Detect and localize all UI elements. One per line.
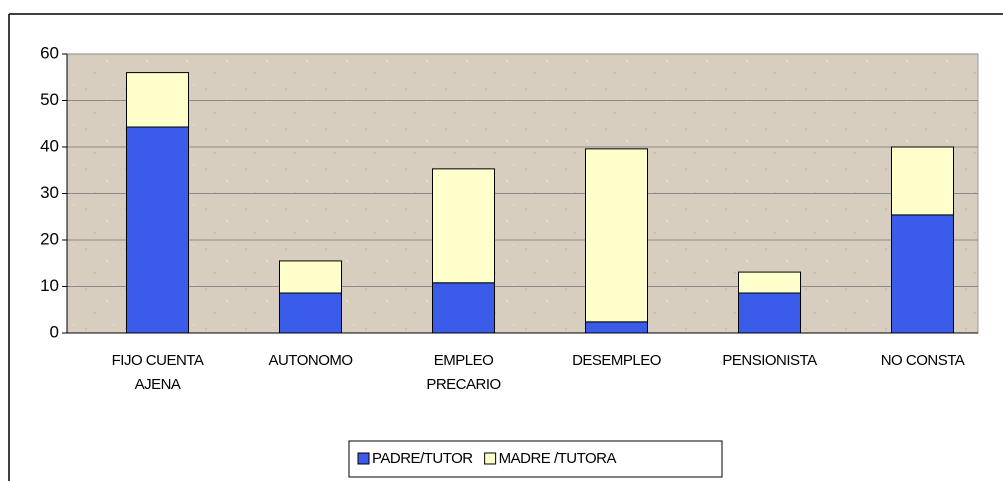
y-tick-label: 60: [40, 43, 59, 62]
y-tick-label: 30: [40, 183, 59, 202]
bar-segment: [891, 214, 954, 334]
bar-segment: [738, 271, 801, 294]
bar-segment: [126, 72, 189, 128]
legend-swatch: [484, 452, 497, 465]
x-tick-label: FIJO CUENTA AJENA: [111, 352, 204, 393]
y-tick-label: 20: [40, 229, 59, 248]
x-tick-label: PENSIONISTA: [722, 352, 817, 369]
x-tick-label: DESEMPLEO: [572, 352, 661, 369]
y-tick-label: 10: [40, 276, 59, 295]
y-tick-label: 0: [50, 322, 59, 341]
bar-segment: [585, 148, 648, 323]
legend-label: PADRE/TUTOR: [372, 450, 473, 467]
bar-segment: [432, 282, 495, 334]
bar-segment: [738, 292, 801, 334]
y-tick-label: 40: [40, 136, 59, 155]
x-tick-label: NO CONSTA: [880, 352, 965, 369]
bar-segment: [432, 168, 495, 284]
legend-swatch: [357, 452, 370, 465]
bar-segment: [891, 146, 954, 216]
legend-label: MADRE /TUTORA: [499, 450, 617, 467]
x-tick-label: AUTONOMO: [268, 352, 353, 369]
y-tick-label: 50: [40, 90, 59, 109]
legend: PADRE/TUTOR MADRE /TUTORA: [348, 440, 723, 478]
x-tick-label: EMPLEO PRECARIO: [426, 352, 501, 393]
bar-segment: [126, 126, 189, 334]
bar-segment: [279, 260, 342, 294]
bar-segment: [585, 321, 648, 334]
legend-box: [348, 440, 723, 478]
bar-segment: [279, 292, 342, 334]
